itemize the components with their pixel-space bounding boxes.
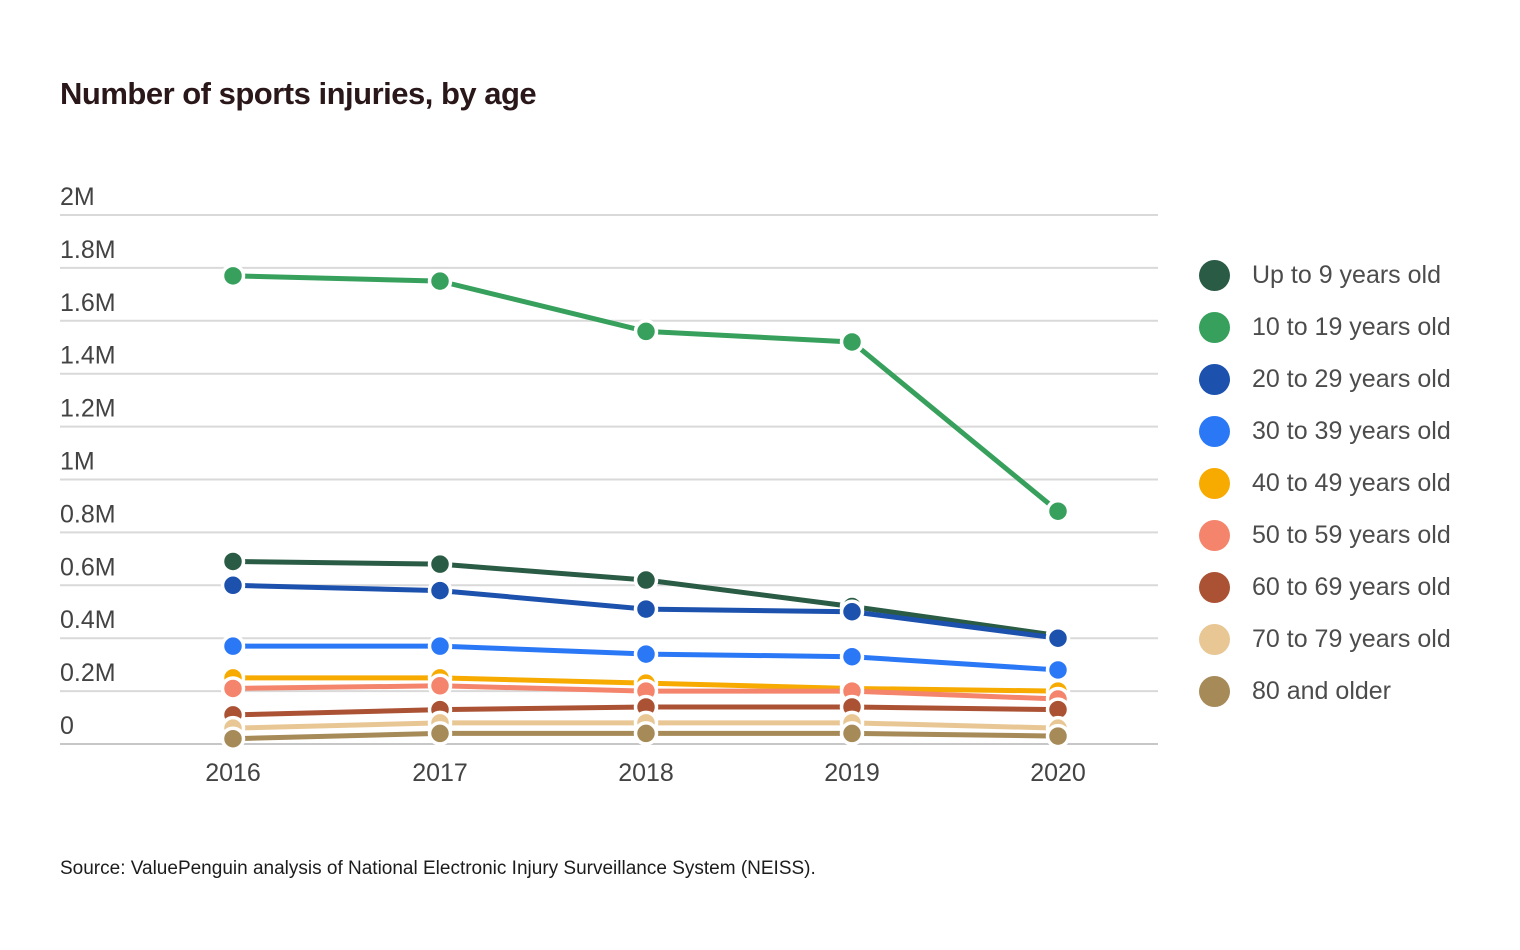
data-point	[1045, 498, 1071, 524]
legend-swatch-icon	[1199, 363, 1230, 395]
legend-label: 70 to 79 years old	[1252, 624, 1451, 653]
data-point	[427, 551, 453, 577]
legend-item: 20 to 29 years old	[1199, 353, 1451, 405]
legend-label: Up to 9 years old	[1252, 260, 1441, 289]
y-tick-label: 0.8M	[60, 500, 116, 528]
legend-item: 50 to 59 years old	[1199, 509, 1451, 561]
legend-swatch-icon	[1199, 259, 1230, 291]
legend-label: 50 to 59 years old	[1252, 520, 1451, 549]
data-point	[1045, 625, 1071, 651]
legend-label: 40 to 49 years old	[1252, 468, 1451, 497]
x-tick-label: 2019	[824, 759, 880, 787]
series-line	[230, 273, 1061, 514]
legend-swatch-icon	[1199, 467, 1230, 499]
data-point	[427, 578, 453, 603]
y-tick-label: 0.6M	[60, 553, 116, 581]
legend-item: 10 to 19 years old	[1199, 301, 1451, 353]
data-point	[427, 673, 453, 699]
legend-swatch-icon	[1199, 519, 1230, 551]
data-point	[633, 596, 659, 622]
x-tick-label: 2020	[1030, 759, 1086, 787]
legend-item: 60 to 69 years old	[1199, 561, 1451, 613]
data-point	[633, 319, 659, 344]
legend-swatch-icon	[1199, 311, 1230, 343]
legend-item: 40 to 49 years old	[1199, 457, 1451, 509]
data-point	[839, 644, 865, 669]
y-tick-label: 1.6M	[60, 289, 116, 317]
data-point	[1045, 723, 1071, 749]
legend-item: 80 and older	[1199, 665, 1451, 717]
data-point	[220, 549, 246, 574]
x-tick-label: 2018	[618, 759, 674, 787]
legend-label: 60 to 69 years old	[1252, 572, 1451, 601]
y-tick-label: 0	[60, 712, 74, 740]
y-tick-label: 1.2M	[60, 395, 116, 423]
legend-label: 20 to 29 years old	[1252, 364, 1451, 393]
y-tick-label: 0.4M	[60, 606, 116, 634]
y-tick-label: 1.4M	[60, 342, 116, 370]
legend-label: 30 to 39 years old	[1252, 416, 1451, 445]
legend-item: 70 to 79 years old	[1199, 613, 1451, 665]
data-point	[1045, 657, 1071, 683]
data-point	[633, 721, 659, 746]
data-point	[220, 263, 246, 289]
data-point	[633, 641, 659, 667]
legend-swatch-icon	[1199, 623, 1230, 655]
x-tick-label: 2016	[205, 759, 261, 787]
legend-item: Up to 9 years old	[1199, 249, 1451, 301]
data-point	[633, 567, 659, 593]
chart-title: Number of sports injuries, by age	[60, 76, 537, 111]
data-point	[220, 573, 246, 598]
data-point	[427, 721, 453, 746]
data-point	[427, 633, 453, 659]
legend-label: 80 and older	[1252, 676, 1392, 705]
legend-label: 10 to 19 years old	[1252, 312, 1451, 341]
data-point	[220, 726, 246, 751]
data-point	[220, 633, 246, 659]
y-tick-label: 1M	[60, 448, 95, 476]
data-point	[839, 721, 865, 746]
data-point	[427, 268, 453, 294]
legend-item: 30 to 39 years old	[1199, 405, 1451, 457]
legend-swatch-icon	[1199, 675, 1230, 707]
legend-swatch-icon	[1199, 415, 1230, 447]
y-tick-label: 1.8M	[60, 236, 116, 264]
data-point	[839, 599, 865, 624]
data-point	[839, 329, 865, 355]
y-tick-label: 2M	[60, 183, 95, 211]
x-tick-label: 2017	[412, 759, 468, 787]
data-point	[220, 676, 246, 701]
y-tick-label: 0.2M	[60, 659, 116, 687]
source-note: Source: ValuePenguin analysis of Nationa…	[60, 858, 816, 879]
chart-legend: Up to 9 years old 10 to 19 years old 20 to…	[1199, 249, 1451, 717]
legend-swatch-icon	[1199, 571, 1230, 603]
